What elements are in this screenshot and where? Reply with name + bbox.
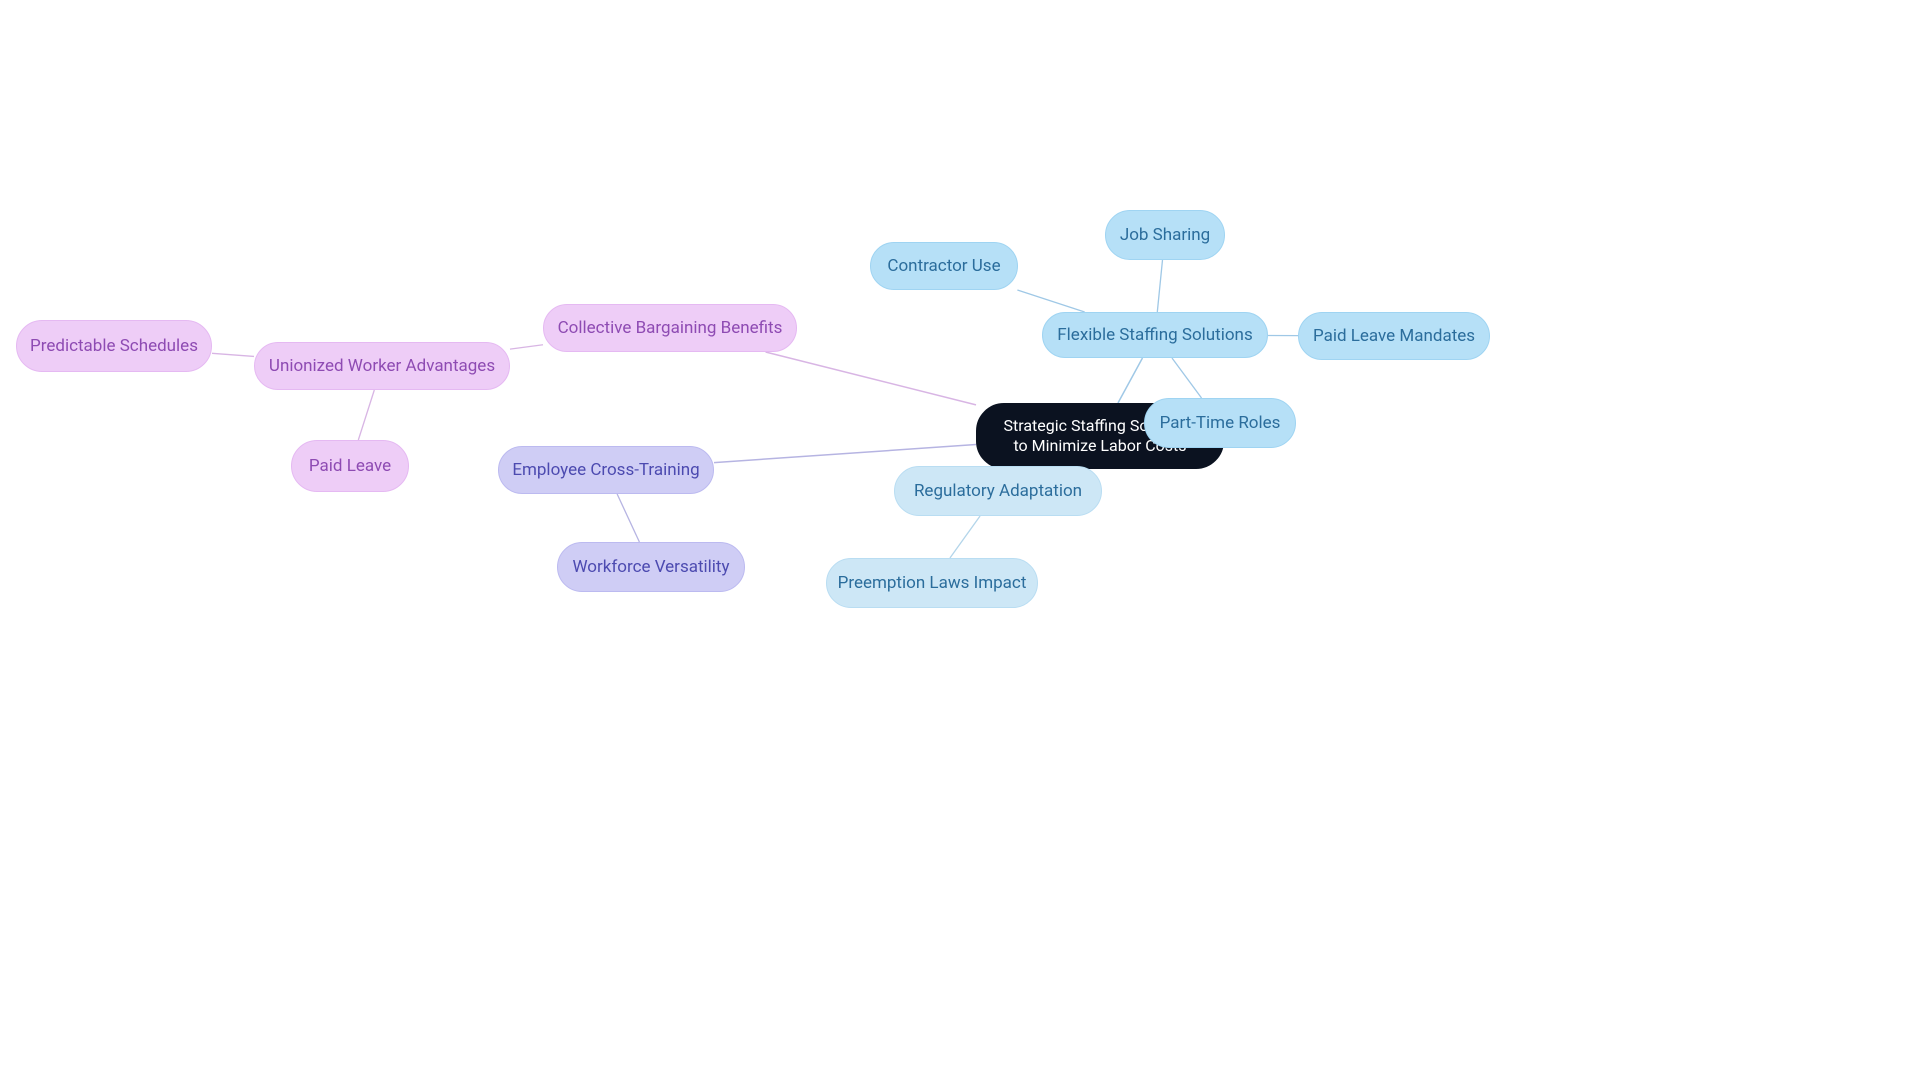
edge-root-collective [766,352,976,405]
node-contractor: Contractor Use [870,242,1018,290]
edge-flexible-parttime [1172,358,1202,398]
node-flexible: Flexible Staffing Solutions [1042,312,1268,358]
edge-crosstraining-versatility [617,494,639,542]
node-paidleave: Paid Leave [291,440,409,492]
node-paidleavem: Paid Leave Mandates [1298,312,1490,360]
edge-regulatory-preemption [950,516,980,558]
edge-root-crosstraining [714,445,976,463]
edge-root-flexible [1118,358,1143,403]
node-parttime: Part-Time Roles [1144,398,1296,448]
node-regulatory: Regulatory Adaptation [894,466,1102,516]
node-versatility: Workforce Versatility [557,542,745,592]
edge-flexible-contractor [1017,290,1084,312]
node-jobsharing: Job Sharing [1105,210,1225,260]
edge-collective-unionized [510,345,543,349]
node-predictable: Predictable Schedules [16,320,212,372]
edge-unionized-paidleave [358,390,374,440]
edge-unionized-predictable [212,353,254,356]
edge-flexible-jobsharing [1157,260,1162,312]
node-preemption: Preemption Laws Impact [826,558,1038,608]
node-unionized: Unionized Worker Advantages [254,342,510,390]
node-crosstraining: Employee Cross-Training [498,446,714,494]
edge-layer [0,0,1920,1083]
node-collective: Collective Bargaining Benefits [543,304,797,352]
